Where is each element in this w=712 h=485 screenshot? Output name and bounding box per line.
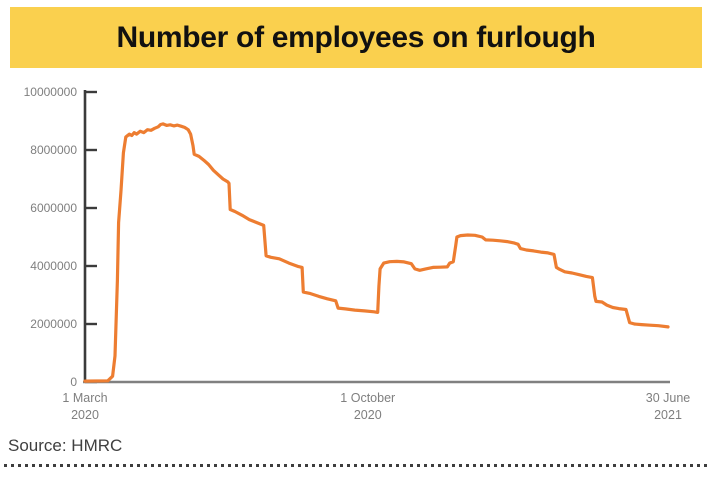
- y-axis-tick-label: 8000000: [30, 143, 77, 157]
- title-banner: Number of employees on furlough: [10, 7, 702, 68]
- x-axis-label-line1: 30 June: [646, 391, 691, 405]
- x-axis-label-line2: 2020: [71, 408, 99, 422]
- y-axis-tick-label: 6000000: [30, 201, 77, 215]
- x-axis-label-line2: 2021: [654, 408, 682, 422]
- source-label: Source: HMRC: [8, 436, 123, 455]
- x-axis-label-line2: 2020: [354, 408, 382, 422]
- furlough-line-chart: 0 2000000 4000000 6000000 8000000 10000000 1 M…: [24, 85, 691, 422]
- x-axis-label-line1: 1 October: [340, 391, 395, 405]
- page-title: Number of employees on furlough: [116, 20, 596, 54]
- y-axis-tick-label: 4000000: [30, 259, 77, 273]
- dotted-divider: [4, 464, 708, 467]
- y-axis-tick-label: 10000000: [24, 85, 78, 99]
- x-axis-label-line1: 1 March: [62, 391, 107, 405]
- furlough-series-line: [83, 122, 670, 383]
- y-axis-tick-label: 2000000: [30, 317, 77, 331]
- y-axis-tick-label: 0: [70, 375, 77, 389]
